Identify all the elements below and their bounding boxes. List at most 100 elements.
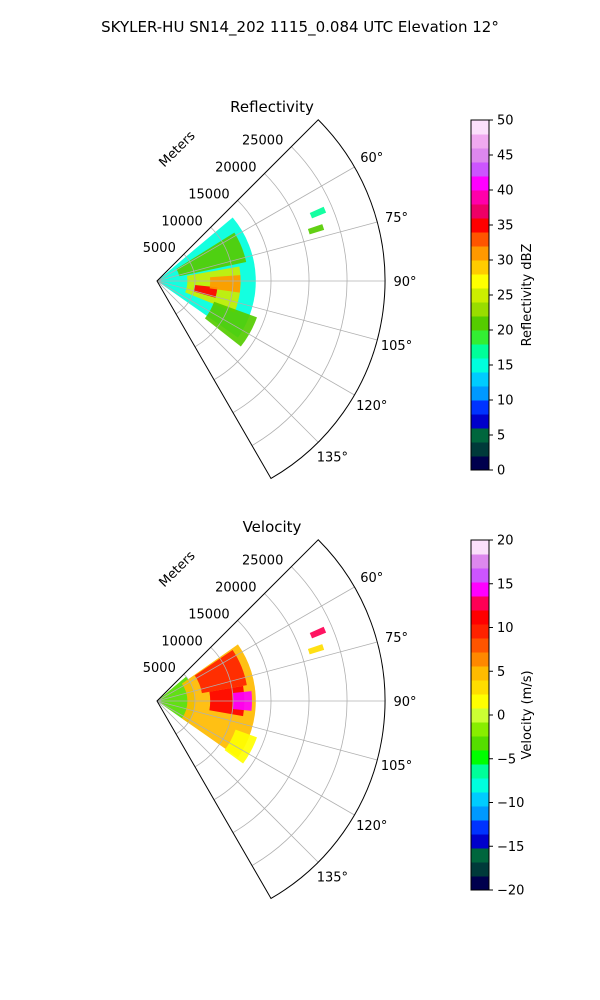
velocity-colorbar-tick-label-7: 15	[497, 577, 514, 592]
reflectivity-colorbar-tick-label-6: 30	[497, 254, 514, 269]
velocity-colorbar-tick-label-3: −5	[497, 752, 516, 767]
reflectivity-colorbar-tick-label-2: 10	[497, 394, 514, 409]
reflectivity-range-tick-label-1: 10000	[161, 214, 202, 229]
reflectivity-panel: Reflectivity Meters 5000 10000 15000 20000 2…	[143, 98, 535, 480]
velocity-colorbar-tick-label-2: −10	[497, 796, 524, 811]
velocity-azimuth-tick-label-1: 75°	[385, 631, 408, 646]
reflectivity-range-tick-label-3: 20000	[215, 161, 256, 176]
velocity-colorbar-tick-label-0: −20	[497, 884, 524, 899]
reflectivity-echo-layer	[157, 206, 327, 347]
reflectivity-range-ring-2	[213, 200, 272, 381]
reflectivity-azimuth-tick-label-1: 75°	[385, 211, 408, 226]
velocity-sector-outline	[156, 539, 386, 900]
reflectivity-range-ring-1	[194, 226, 234, 348]
velocity-colorbar-label: Velocity (m/s)	[520, 670, 535, 759]
reflectivity-colorbar-segment-2	[471, 428, 489, 443]
reflectivity-colorbar-tick-label-7: 35	[497, 219, 514, 234]
reflectivity-echo-region-1	[176, 232, 247, 277]
reflectivity-range-tick-label-4: 25000	[242, 134, 283, 149]
reflectivity-colorbar-segment-23	[471, 134, 489, 149]
velocity-colorbar-segment-8	[471, 764, 489, 779]
reflectivity-echo-region-6	[309, 206, 327, 219]
velocity-colorbar-tick-label-6: 10	[497, 621, 514, 636]
velocity-colorbar-segment-2	[471, 848, 489, 863]
velocity-range-ring-0	[175, 673, 196, 735]
reflectivity-colorbar-tick-label-8: 40	[497, 184, 514, 199]
velocity-azimuth-tick-label-5: 135°	[317, 870, 348, 885]
reflectivity-colorbar-segment-12	[471, 288, 489, 303]
reflectivity-colorbar-tick-label-1: 5	[497, 429, 505, 444]
velocity-colorbar-segment-6	[471, 792, 489, 807]
reflectivity-colorbar-tick-label-0: 0	[497, 464, 505, 479]
reflectivity-colorbar-segment-15	[471, 246, 489, 261]
reflectivity-colorbar-segment-5	[471, 386, 489, 401]
velocity-colorbar-segment-23	[471, 554, 489, 569]
reflectivity-azimuth-spoke-4	[156, 280, 355, 396]
velocity-tick-labels: 5000 10000 15000 20000 25000 60° 75° 90° 105° 120…	[143, 554, 417, 886]
reflectivity-colorbar-segment-11	[471, 302, 489, 317]
reflectivity-colorbar-segment-14	[471, 260, 489, 275]
velocity-radial-label: Meters	[157, 548, 199, 590]
velocity-colorbar-segment-13	[471, 694, 489, 709]
reflectivity-colorbar-segment-0	[471, 456, 489, 471]
reflectivity-azimuth-spoke-5	[156, 280, 319, 443]
velocity-colorbar-segment-10	[471, 736, 489, 751]
velocity-colorbar-segment-7	[471, 778, 489, 793]
reflectivity-colorbar-segment-3	[471, 414, 489, 429]
reflectivity-colorbar-segment-21	[471, 162, 489, 177]
reflectivity-colorbar-tick-label-9: 45	[497, 149, 514, 164]
reflectivity-colorbar-segment-13	[471, 274, 489, 289]
reflectivity-colorbar-segment-22	[471, 148, 489, 163]
velocity-azimuth-spoke-0	[156, 586, 355, 702]
reflectivity-colorbar-segment-24	[471, 120, 489, 135]
reflectivity-radial-label: Meters	[157, 128, 199, 170]
velocity-range-tick-label-3: 20000	[215, 581, 256, 596]
reflectivity-colorbar-tick-label-5: 25	[497, 289, 514, 304]
velocity-colorbar-segment-19	[471, 610, 489, 625]
reflectivity-colorbar-segment-20	[471, 176, 489, 191]
reflectivity-range-ring-4	[251, 146, 348, 446]
reflectivity-azimuth-tick-label-2: 90°	[393, 275, 416, 290]
velocity-azimuth-spoke-3	[156, 700, 378, 761]
velocity-panel: Velocity Meters 5000 10000 15000 20000 25000…	[143, 518, 535, 900]
velocity-echo-region-7	[307, 644, 325, 655]
reflectivity-colorbar-segment-18	[471, 204, 489, 219]
velocity-azimuth-tick-label-3: 105°	[381, 759, 412, 774]
reflectivity-azimuth-tick-label-5: 135°	[317, 450, 348, 465]
velocity-colorbar-segment-18	[471, 624, 489, 639]
velocity-colorbar-segment-21	[471, 582, 489, 597]
velocity-colorbar-segment-11	[471, 722, 489, 737]
reflectivity-colorbar-segment-9	[471, 330, 489, 345]
velocity-azimuth-tick-label-4: 120°	[356, 819, 387, 834]
reflectivity-colorbar-segment-6	[471, 372, 489, 387]
velocity-colorbar-segment-12	[471, 708, 489, 723]
reflectivity-colorbar-segment-7	[471, 358, 489, 373]
reflectivity-colorbar-segment-10	[471, 316, 489, 331]
reflectivity-azimuth-tick-label-3: 105°	[381, 339, 412, 354]
velocity-echo-region-5	[224, 729, 257, 764]
reflectivity-azimuth-spoke-3	[156, 280, 378, 341]
velocity-colorbar-segment-22	[471, 568, 489, 583]
velocity-colorbar-tick-label-5: 5	[497, 665, 505, 680]
velocity-azimuth-spoke-5	[156, 700, 319, 863]
reflectivity-colorbar-label: Reflectivity dBZ	[520, 244, 535, 347]
velocity-colorbar-segment-1	[471, 862, 489, 877]
velocity-colorbar-segment-15	[471, 666, 489, 681]
velocity-colorbar-tick-label-4: 0	[497, 709, 505, 724]
velocity-colorbar-segment-5	[471, 806, 489, 821]
velocity-title: Velocity	[243, 518, 302, 536]
reflectivity-sector-outline	[156, 119, 386, 480]
reflectivity-azimuth-tick-label-4: 120°	[356, 399, 387, 414]
velocity-grid	[156, 539, 386, 900]
reflectivity-tick-labels: 5000 10000 15000 20000 25000 60° 75° 90° 105° 120…	[143, 134, 417, 466]
velocity-colorbar-segment-17	[471, 638, 489, 653]
reflectivity-grid	[156, 119, 386, 480]
reflectivity-colorbar-segment-16	[471, 232, 489, 247]
reflectivity-colorbar-segment-1	[471, 442, 489, 457]
velocity-range-tick-label-2: 15000	[188, 607, 229, 622]
velocity-range-ring-2	[213, 620, 272, 801]
velocity-colorbar-segment-4	[471, 820, 489, 835]
velocity-colorbar-segment-20	[471, 596, 489, 611]
velocity-colorbar-tick-label-8: 20	[497, 534, 514, 549]
